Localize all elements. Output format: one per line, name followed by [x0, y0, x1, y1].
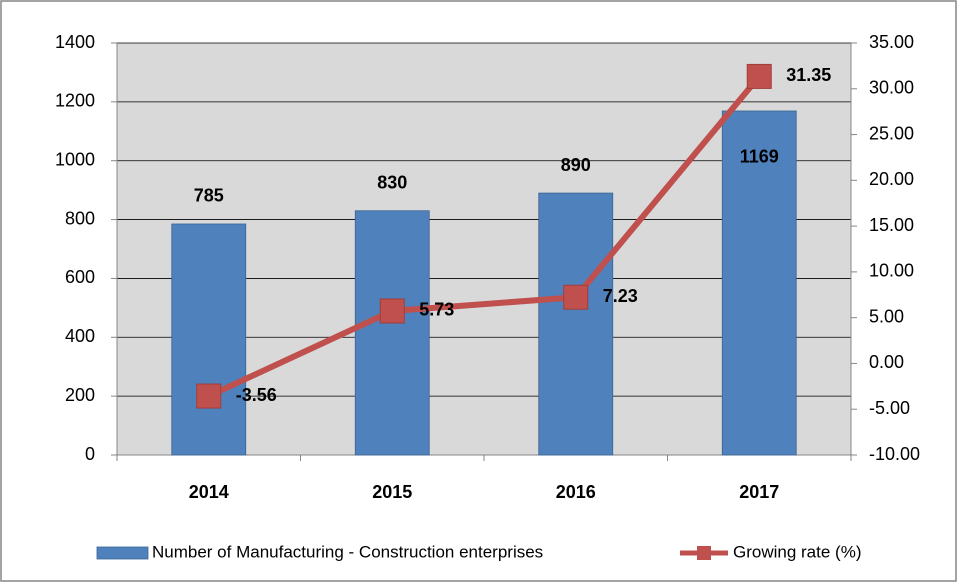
line [207, 74, 762, 399]
x-tick-label: 2017 [739, 482, 779, 502]
legend-label: Number of Manufacturing - Construction e… [152, 542, 543, 561]
x-tick-label: 2015 [372, 482, 412, 502]
data-label: 31.35 [786, 65, 831, 85]
y-tick-label: 200 [65, 385, 95, 405]
data-label: -3.56 [236, 385, 277, 405]
y2-tick-label: -5.00 [869, 398, 910, 418]
data-label: 890 [561, 155, 591, 175]
x-tick-label: 2016 [556, 482, 596, 502]
line-marker [563, 284, 589, 310]
legend-label: Growing rate (%) [733, 542, 861, 561]
legend-marker [697, 546, 711, 560]
y-tick-label: 1400 [55, 32, 95, 52]
bar [538, 192, 614, 456]
y-tick-label: 1200 [55, 91, 95, 111]
y2-tick-label: -10.00 [869, 444, 920, 464]
y-tick-label: 600 [65, 267, 95, 287]
y-tick-label: 0 [85, 444, 95, 464]
y2-tick-label: 0.00 [869, 352, 904, 372]
data-label: 785 [194, 186, 224, 206]
bar [171, 223, 247, 456]
data-label: 1169 [740, 147, 779, 167]
y-tick-label: 800 [65, 208, 95, 228]
data-label: 7.23 [603, 286, 638, 306]
line-marker [746, 63, 772, 89]
line-marker [196, 383, 222, 409]
y2-tick-label: 30.00 [869, 78, 914, 98]
x-tick-label: 2014 [189, 482, 229, 502]
line-marker [379, 298, 405, 324]
data-label: 5.73 [419, 300, 454, 320]
y2-tick-label: 15.00 [869, 215, 914, 235]
y-tick-label: 1000 [55, 149, 95, 169]
y2-tick-label: 10.00 [869, 261, 914, 281]
legend-swatch [96, 546, 149, 560]
y2-tick-label: 35.00 [869, 32, 914, 52]
y-tick-label: 400 [65, 326, 95, 346]
data-label: 830 [377, 172, 407, 192]
y2-tick-label: 5.00 [869, 306, 904, 326]
bar [354, 210, 430, 456]
bar [721, 110, 797, 456]
y2-tick-label: 20.00 [869, 169, 914, 189]
y2-tick-label: 25.00 [869, 123, 914, 143]
